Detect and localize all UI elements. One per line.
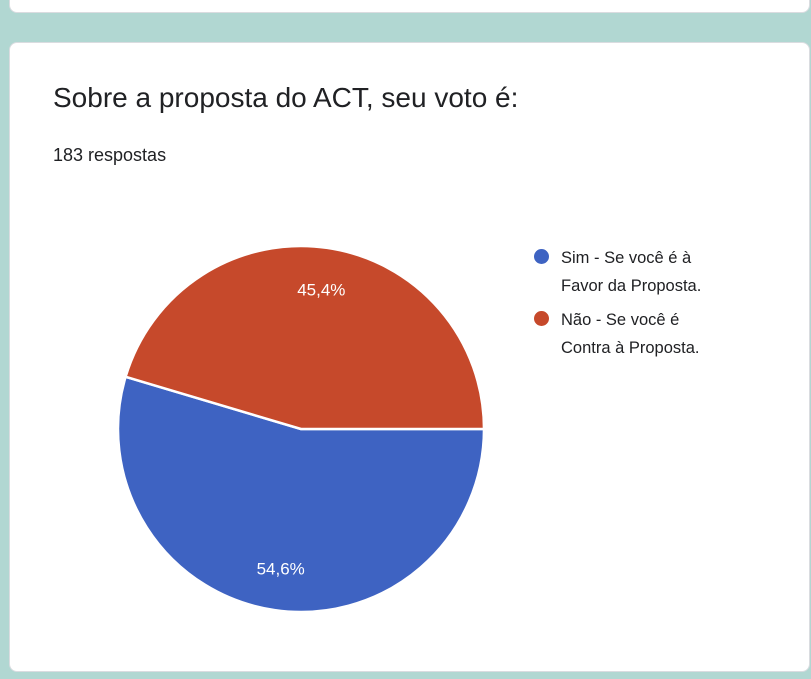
pie-slice-0 [116,375,486,614]
previous-card-bottom-edge [9,0,810,13]
legend-item-sim: Sim - Se você é à Favor da Proposta. [534,244,733,300]
legend-swatch-nao-icon [534,311,549,326]
chart-legend: Sim - Se você é à Favor da Proposta. Não… [534,244,733,362]
legend-label-sim: Sim - Se você é à Favor da Proposta. [561,249,702,295]
question-title: Sobre a proposta do ACT, seu voto é: [53,82,519,113]
responses-count: 183 respostas [53,145,167,165]
pie-slice-percentage-1: 45,4% [297,281,345,300]
legend-label-nao: Não - Se você é Contra à Proposta. [561,311,700,357]
pie-slice-1 [124,244,486,431]
pie-chart: 54,6% 45,4% [116,244,486,614]
question-summary-card: Sobre a proposta do ACT, seu voto é: 183… [9,42,810,672]
legend-item-nao: Não - Se você é Contra à Proposta. [534,306,733,362]
pie-slice-percentage-0: 54,6% [257,559,305,578]
legend-swatch-sim-icon [534,249,549,264]
